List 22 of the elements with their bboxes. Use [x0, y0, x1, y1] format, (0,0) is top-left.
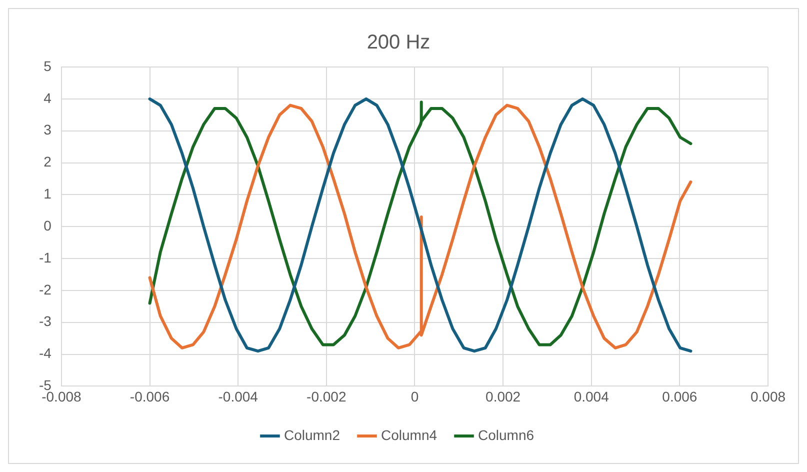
legend-label: Column6: [478, 426, 534, 443]
legend-label: Column4: [380, 426, 438, 443]
y-tick-label: -3: [38, 313, 52, 330]
y-tick-label: 4: [44, 90, 52, 106]
legend-label: Column2: [284, 426, 340, 443]
x-tick-label: -0.002: [306, 388, 346, 404]
chart-title: 200 Hz: [366, 32, 430, 54]
y-tick-label: 5: [44, 58, 52, 74]
x-tick-label: 0: [410, 388, 419, 404]
y-tick-label: 2: [44, 154, 52, 170]
x-tick-label: 0.002: [486, 388, 521, 404]
x-tick-label: 0.008: [750, 388, 786, 404]
y-tick-label: -1: [38, 249, 52, 266]
y-tick-label: 3: [44, 122, 52, 138]
y-tick-label: 0: [44, 217, 52, 234]
x-tick-label: 0.006: [662, 388, 698, 404]
y-tick-label: 1: [44, 186, 52, 202]
x-tick-label: -0.006: [130, 388, 170, 404]
y-tick-label: -4: [38, 345, 52, 362]
x-tick-label: 0.004: [574, 388, 610, 404]
y-tick-label: -2: [38, 281, 52, 298]
x-tick-label: -0.004: [218, 388, 258, 404]
